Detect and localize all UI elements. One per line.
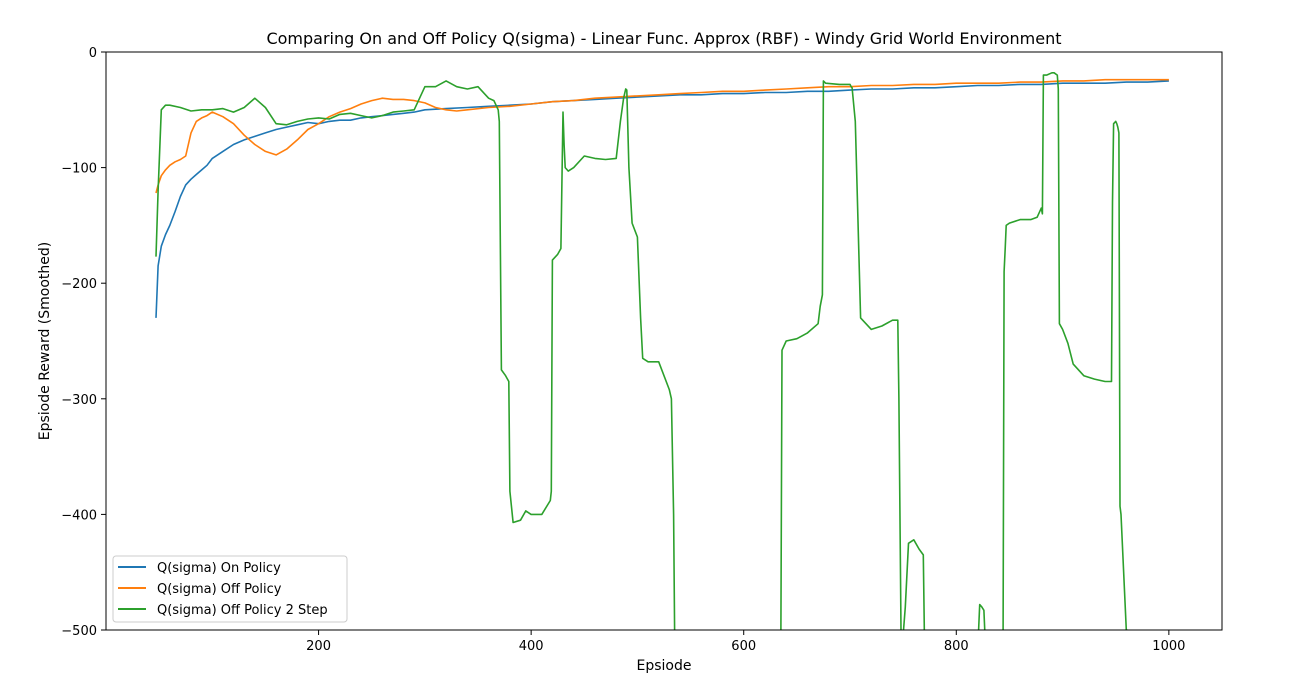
x-axis: 200 400 600 800 1000 [306, 630, 1185, 654]
legend: Q(sigma) On Policy Q(sigma) Off Policy Q(s… [112, 555, 348, 623]
y-tick-label: −300 [61, 393, 97, 408]
y-tick-label: 0 [89, 46, 97, 61]
y-tick-label: −200 [61, 277, 97, 292]
x-tick-label: 200 [306, 639, 331, 654]
legend-box [112, 555, 348, 623]
x-tick-label: 400 [519, 639, 544, 654]
y-tick-label: −400 [61, 508, 97, 523]
x-axis-label: Epsiode [637, 658, 692, 674]
x-tick-label: 1000 [1152, 639, 1185, 654]
legend-label: Q(sigma) On Policy [157, 561, 281, 576]
x-tick-label: 800 [944, 639, 969, 654]
series-line-q-sigma-on-policy [155, 80, 1169, 318]
y-axis-label: Epsiode Reward (Smoothed) [37, 242, 53, 440]
series-line-q-sigma-off-policy-2-step [155, 72, 1133, 630]
legend-label: Q(sigma) Off Policy 2 Step [157, 603, 328, 618]
chart-title: Comparing On and Off Policy Q(sigma) - L… [266, 29, 1061, 48]
series-line-q-sigma-off-policy [155, 78, 1169, 194]
y-tick-label: −100 [61, 162, 97, 177]
series-layer [155, 72, 1169, 630]
x-tick-label: 600 [731, 639, 756, 654]
legend-label: Q(sigma) Off Policy [157, 582, 282, 597]
plot-frame [105, 51, 1223, 631]
y-tick-label: −500 [61, 624, 97, 639]
y-axis: 0 −100 −200 −300 −400 −500 [61, 46, 106, 639]
